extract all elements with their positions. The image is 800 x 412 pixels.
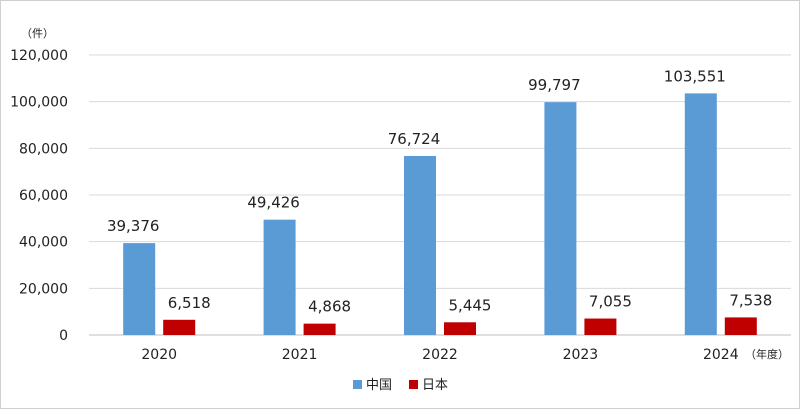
bar-japan	[163, 319, 196, 335]
data-label: 5,445	[449, 296, 492, 314]
data-label: 99,797	[528, 76, 581, 94]
y-axis-unit-label: （件）	[21, 27, 54, 40]
bars	[123, 93, 757, 335]
x-tick-label: 2022	[422, 347, 458, 363]
y-tick-label: 60,000	[19, 188, 68, 204]
y-tick-label: 100,000	[10, 95, 68, 111]
data-label: 6,518	[168, 294, 211, 312]
bar-china	[544, 102, 577, 335]
data-label: 4,868	[308, 298, 351, 316]
legend-swatch	[353, 380, 362, 389]
bar-china	[404, 155, 436, 335]
bar-japan	[303, 323, 336, 335]
bar-china	[123, 243, 156, 335]
y-tick-label: 20,000	[19, 281, 68, 297]
data-label: 103,551	[664, 67, 726, 85]
legend-label: 日本	[422, 378, 448, 393]
y-tick-label: 120,000	[10, 48, 68, 64]
data-label: 76,724	[388, 130, 441, 148]
y-tick-label: 0	[59, 328, 68, 344]
y-tick-label: 40,000	[19, 235, 68, 251]
data-label: 49,426	[247, 194, 300, 212]
x-tick-label: 2024	[703, 347, 739, 363]
data-labels: 39,376 6,518 49,426 4,868 76,724 5,445 99,797 7…	[107, 67, 772, 315]
bar-china	[263, 219, 296, 335]
legend: 中国 日本	[353, 378, 448, 393]
legend-label: 中国	[366, 378, 392, 393]
legend-swatch	[409, 380, 418, 389]
bar-japan	[584, 318, 617, 335]
x-axis-unit-label: （年度）	[745, 347, 789, 361]
data-label: 7,538	[729, 291, 772, 309]
x-tick-label: 2020	[141, 347, 177, 363]
data-label: 39,376	[107, 217, 160, 235]
x-tick-label: 2021	[282, 347, 318, 363]
bar-japan	[444, 322, 476, 335]
bar-china	[684, 93, 717, 335]
y-tick-label: 80,000	[19, 141, 68, 157]
bar-japan	[724, 317, 757, 335]
x-axis-tick-labels: 2020 2021 2022 2023 2024	[141, 347, 738, 363]
gridlines	[89, 54, 791, 336]
x-tick-label: 2023	[563, 347, 599, 363]
y-axis-tick-labels: 0 20,000 40,000 60,000 80,000 100,000 120,000	[10, 48, 68, 344]
data-label: 7,055	[589, 293, 632, 311]
